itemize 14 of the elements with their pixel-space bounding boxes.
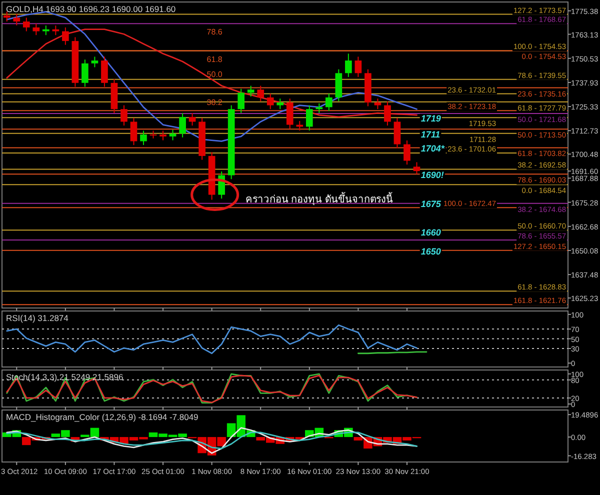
annotation: 1704* [420, 144, 445, 154]
annotation: 61.8 [206, 55, 223, 64]
chart-title: RSI(14) 31.2874 [6, 313, 69, 323]
annotation: 1650 [420, 246, 441, 257]
annotation: คราวก่อน กองทุน ดันขึ้นจากตรงนี้ [245, 191, 393, 206]
annotation: 1675 [420, 198, 442, 209]
chart-title: MACD_Histogram_Color (12,26,9) -8.1694 -7.8049 [6, 412, 199, 422]
annotation: 78.6 [206, 27, 223, 36]
annotation: 50.0 [206, 70, 223, 79]
annotation: 1711 [420, 129, 440, 140]
chart-title: GOLD,H4 1693.90 1696.23 1690.00 1691.60 [6, 4, 176, 14]
annotation: 1719 [420, 114, 441, 124]
annotation: 1690! [420, 170, 444, 180]
annotation: 1660 [420, 228, 441, 238]
